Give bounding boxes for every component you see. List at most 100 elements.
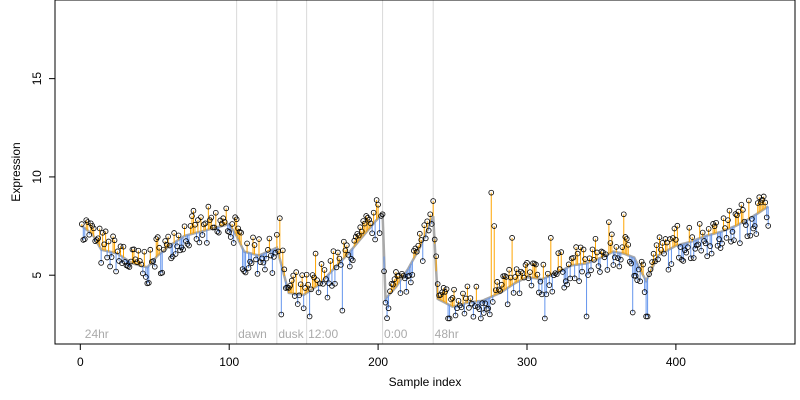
data-point: [135, 247, 142, 254]
data-point: [190, 207, 197, 214]
data-point: [265, 247, 271, 253]
data-point: [344, 242, 350, 249]
data-point: [671, 225, 678, 232]
data-point: [443, 286, 450, 292]
data-point: [247, 258, 253, 265]
data-point: [349, 257, 356, 264]
data-point: [729, 228, 736, 235]
data-point: [415, 242, 422, 249]
data-point: [186, 242, 192, 249]
data-point: [637, 278, 643, 285]
data-point: [486, 311, 493, 318]
data-point: [466, 305, 472, 311]
data-point: [79, 221, 85, 227]
data-point: [498, 281, 505, 288]
data-point: [120, 243, 127, 250]
x-axis: 0 100 200 300 400: [77, 343, 686, 369]
data-point: [649, 259, 655, 265]
data-point: [442, 289, 448, 295]
data-point: [491, 223, 498, 229]
data-point: [160, 246, 167, 253]
data-point: [564, 281, 570, 288]
data-point: [233, 216, 240, 223]
data-point: [290, 272, 297, 279]
data-point: [495, 286, 502, 293]
data-point: [692, 245, 699, 252]
data-point: [306, 313, 313, 320]
data-point: [218, 221, 225, 227]
data-point: [698, 247, 704, 254]
data-point: [196, 239, 203, 246]
data-point: [458, 304, 465, 311]
data-point: [294, 301, 301, 307]
data-point: [683, 249, 690, 256]
data-point: [242, 269, 249, 276]
data-point: [86, 231, 93, 238]
data-point: [433, 253, 439, 260]
data-point: [737, 240, 743, 246]
data-points: [79, 189, 771, 322]
data-point: [208, 214, 215, 221]
data-point: [695, 241, 702, 248]
data-point: [644, 313, 651, 320]
data-point: [555, 250, 562, 256]
data-point: [221, 219, 228, 225]
data-point: [751, 223, 758, 229]
data-point: [345, 252, 352, 258]
data-point: [300, 305, 307, 312]
data-point: [296, 292, 302, 299]
data-point: [481, 310, 487, 316]
data-point: [646, 271, 652, 277]
data-point: [193, 236, 200, 242]
region-label: 24hr: [85, 327, 109, 341]
data-point: [431, 236, 438, 243]
data-point: [494, 279, 501, 285]
data-point: [489, 299, 496, 305]
data-point: [668, 261, 675, 267]
data-point: [451, 286, 457, 293]
data-point: [347, 263, 353, 270]
data-point: [95, 235, 101, 242]
data-point: [363, 213, 369, 219]
data-point: [378, 213, 384, 219]
data-point: [667, 236, 673, 242]
data-point: [740, 207, 746, 213]
data-point: [679, 256, 685, 263]
data-point: [528, 282, 535, 289]
data-point: [137, 258, 143, 264]
data-point: [592, 235, 599, 242]
data-point: [96, 225, 103, 232]
data-point: [269, 270, 276, 276]
data-point: [108, 254, 115, 260]
data-point: [236, 228, 243, 235]
data-point: [617, 256, 624, 263]
data-point: [387, 288, 393, 295]
data-point: [518, 268, 524, 275]
region-label: 12:00: [308, 327, 338, 341]
data-point: [195, 217, 201, 223]
data-point: [327, 258, 334, 264]
data-point: [684, 244, 691, 250]
data-point: [107, 263, 113, 270]
data-point: [613, 244, 620, 250]
data-point: [308, 286, 314, 293]
data-point: [235, 225, 241, 232]
data-point: [619, 244, 626, 250]
region-label: 0:00: [384, 327, 408, 341]
data-point: [281, 266, 288, 273]
data-point: [765, 223, 771, 229]
data-point: [476, 306, 483, 312]
data-point: [119, 260, 125, 266]
data-point: [213, 209, 219, 216]
data-point: [623, 236, 630, 242]
data-point: [250, 234, 256, 241]
data-point: [527, 269, 533, 275]
data-point: [565, 261, 572, 268]
data-point: [723, 235, 730, 241]
data-point: [391, 276, 398, 282]
data-point: [241, 268, 247, 274]
data-point: [81, 236, 88, 242]
data-point: [588, 267, 594, 274]
data-point: [238, 229, 244, 236]
